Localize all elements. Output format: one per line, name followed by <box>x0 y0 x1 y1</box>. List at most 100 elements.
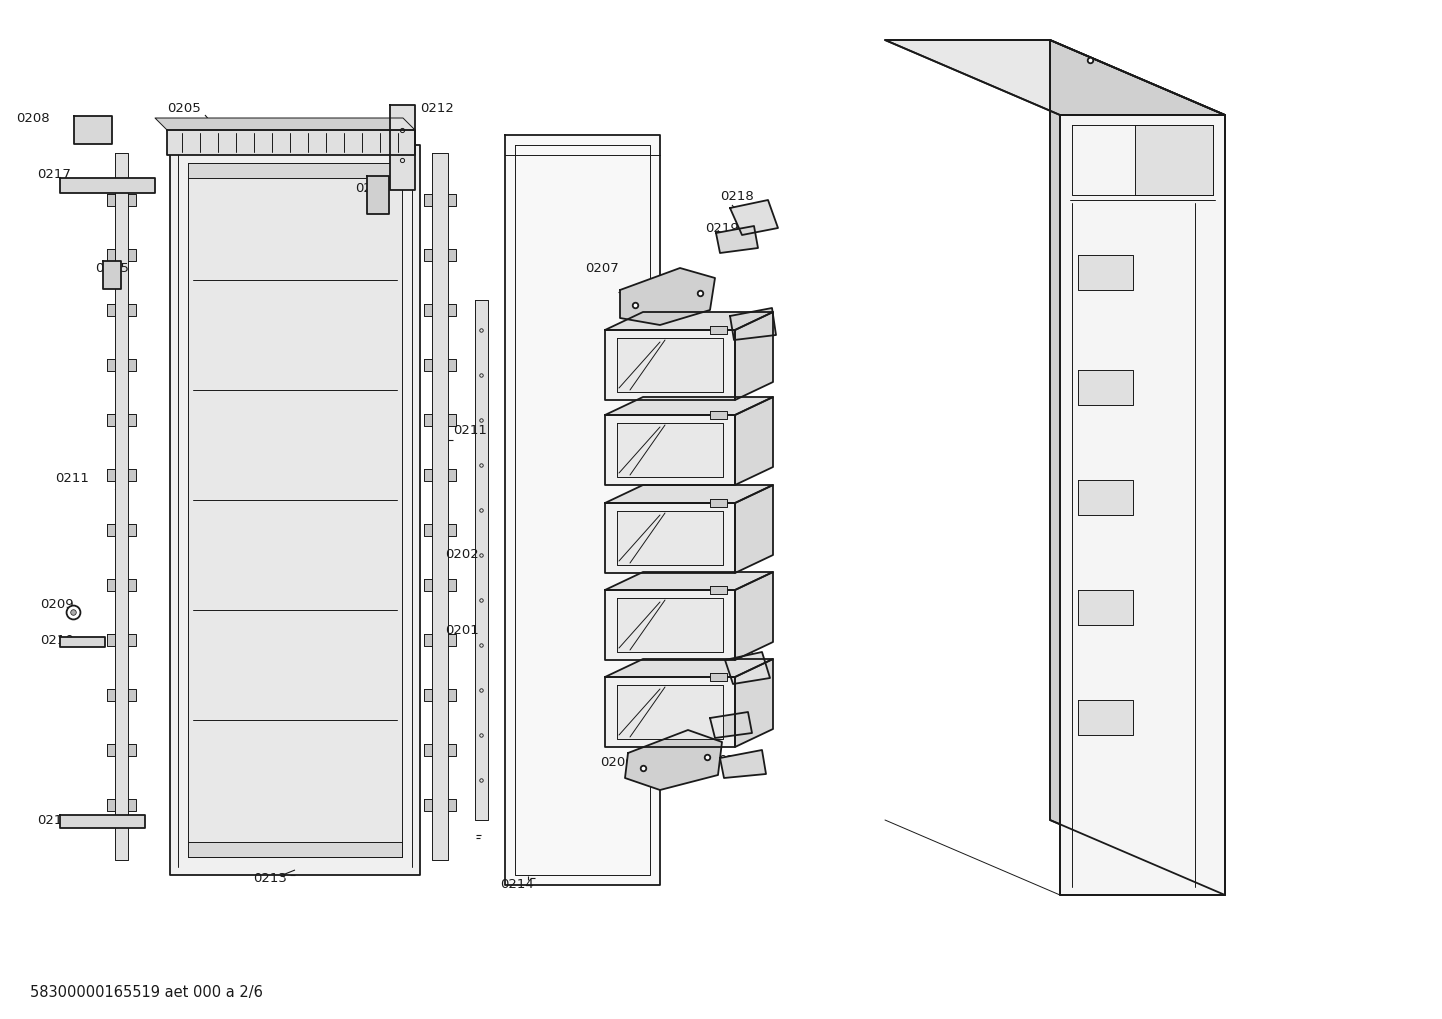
Polygon shape <box>424 689 433 701</box>
Polygon shape <box>448 304 456 316</box>
Polygon shape <box>617 511 722 565</box>
Polygon shape <box>424 304 433 316</box>
Text: 0207: 0207 <box>585 262 619 274</box>
Polygon shape <box>424 524 433 536</box>
Polygon shape <box>107 689 115 701</box>
Polygon shape <box>606 485 773 503</box>
Polygon shape <box>620 268 715 325</box>
Text: 0209: 0209 <box>40 598 74 611</box>
Polygon shape <box>709 411 727 419</box>
Polygon shape <box>606 330 735 400</box>
Polygon shape <box>74 116 112 144</box>
Polygon shape <box>1079 255 1133 290</box>
Text: 0203: 0203 <box>668 611 702 625</box>
Polygon shape <box>1079 480 1133 515</box>
Polygon shape <box>424 634 433 646</box>
Polygon shape <box>107 249 115 261</box>
Polygon shape <box>735 312 773 400</box>
Polygon shape <box>107 359 115 371</box>
Polygon shape <box>709 712 751 738</box>
Text: 0203: 0203 <box>668 698 702 711</box>
Polygon shape <box>717 226 758 253</box>
Text: 0215: 0215 <box>355 181 389 195</box>
Text: 0211: 0211 <box>453 424 487 436</box>
Polygon shape <box>128 249 136 261</box>
Polygon shape <box>448 524 456 536</box>
Polygon shape <box>606 572 773 590</box>
Polygon shape <box>617 598 722 652</box>
Polygon shape <box>170 145 420 875</box>
Polygon shape <box>61 178 154 193</box>
Polygon shape <box>107 799 115 811</box>
Polygon shape <box>128 469 136 481</box>
Polygon shape <box>128 799 136 811</box>
Text: 0208: 0208 <box>16 111 50 124</box>
Polygon shape <box>107 304 115 316</box>
Polygon shape <box>709 499 727 507</box>
Text: 0218: 0218 <box>720 646 754 659</box>
Polygon shape <box>424 799 433 811</box>
Polygon shape <box>61 815 146 828</box>
Polygon shape <box>448 689 456 701</box>
Polygon shape <box>128 359 136 371</box>
Polygon shape <box>606 503 735 573</box>
Polygon shape <box>709 586 727 594</box>
Text: 0212: 0212 <box>420 102 454 114</box>
Polygon shape <box>1060 115 1226 895</box>
Polygon shape <box>424 414 433 426</box>
Polygon shape <box>1135 125 1213 195</box>
Polygon shape <box>606 590 735 660</box>
Polygon shape <box>448 579 456 591</box>
Polygon shape <box>448 414 456 426</box>
Polygon shape <box>1079 590 1133 625</box>
Text: 0214: 0214 <box>500 878 534 892</box>
Polygon shape <box>606 397 773 415</box>
Text: 0217: 0217 <box>37 813 71 826</box>
Polygon shape <box>61 637 105 647</box>
Polygon shape <box>128 579 136 591</box>
Polygon shape <box>107 469 115 481</box>
Text: 0219: 0219 <box>718 715 751 729</box>
Text: 0206: 0206 <box>600 755 633 768</box>
Polygon shape <box>730 200 779 235</box>
Polygon shape <box>505 135 660 884</box>
Polygon shape <box>424 469 433 481</box>
Polygon shape <box>448 249 456 261</box>
Polygon shape <box>424 744 433 756</box>
Polygon shape <box>735 485 773 573</box>
Text: 0203: 0203 <box>668 524 702 536</box>
Polygon shape <box>128 194 136 206</box>
Polygon shape <box>128 634 136 646</box>
Polygon shape <box>424 194 433 206</box>
Text: 0202: 0202 <box>446 548 479 561</box>
Text: 0203: 0203 <box>668 352 702 365</box>
Polygon shape <box>606 415 735 485</box>
Polygon shape <box>624 730 722 790</box>
Polygon shape <box>606 659 773 677</box>
Text: 0215: 0215 <box>95 262 128 274</box>
Polygon shape <box>424 579 433 591</box>
Polygon shape <box>448 799 456 811</box>
Polygon shape <box>617 423 722 477</box>
Polygon shape <box>617 685 722 739</box>
Text: 0203: 0203 <box>668 436 702 449</box>
Polygon shape <box>115 153 128 860</box>
Text: 0222: 0222 <box>718 753 751 766</box>
Polygon shape <box>448 634 456 646</box>
Polygon shape <box>424 249 433 261</box>
Polygon shape <box>606 677 735 747</box>
Polygon shape <box>617 338 722 392</box>
Polygon shape <box>154 118 415 130</box>
Polygon shape <box>107 524 115 536</box>
Text: 0218: 0218 <box>720 190 754 203</box>
Polygon shape <box>128 414 136 426</box>
Polygon shape <box>725 652 770 684</box>
Polygon shape <box>709 673 727 681</box>
Polygon shape <box>448 469 456 481</box>
Polygon shape <box>424 359 433 371</box>
Polygon shape <box>107 634 115 646</box>
Polygon shape <box>107 414 115 426</box>
Polygon shape <box>448 744 456 756</box>
Polygon shape <box>433 153 448 860</box>
Text: 58300000165519 aet 000 a 2/6: 58300000165519 aet 000 a 2/6 <box>30 984 262 1000</box>
